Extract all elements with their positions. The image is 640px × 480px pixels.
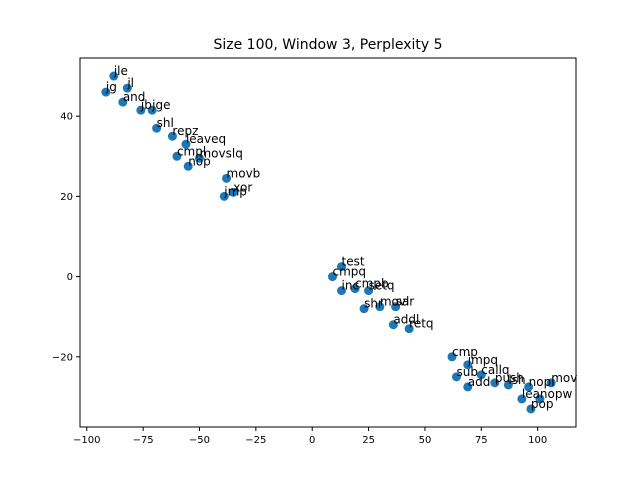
scatter-point	[517, 394, 527, 404]
scatter-point	[337, 286, 347, 296]
scatter-point	[167, 131, 177, 141]
point-label: jmp	[223, 184, 247, 198]
point-label: movslq	[199, 146, 242, 160]
point-label: jmpq	[467, 353, 498, 367]
point-label: test	[342, 255, 365, 269]
scatter-point	[388, 320, 398, 330]
scatter-point	[350, 284, 360, 294]
point-label: addl	[393, 313, 419, 327]
chart-title: Size 100, Window 3, Perplexity 5	[213, 37, 442, 53]
scatter-point	[476, 370, 486, 380]
point-label: lsh	[508, 373, 525, 387]
scatter-point	[147, 105, 157, 115]
scatter-point	[109, 71, 119, 81]
scatter-point	[219, 191, 229, 201]
point-label: mov	[551, 371, 577, 385]
scatter-point	[524, 382, 534, 392]
scatter-point	[152, 123, 162, 133]
point-label: sar	[396, 295, 415, 309]
point-label: sub	[457, 365, 478, 379]
scatter-point	[490, 378, 500, 388]
scatter-point	[122, 83, 132, 93]
x-tick-label: 100	[528, 435, 547, 446]
x-tick-label: 0	[309, 435, 315, 446]
point-label: callq	[481, 363, 509, 377]
point-label: pop	[531, 397, 554, 411]
scatter-point	[526, 404, 536, 414]
point-label: jg	[105, 80, 117, 94]
point-label: inc	[342, 279, 360, 293]
x-tick-label: 50	[419, 435, 432, 446]
scatter-point	[463, 382, 473, 392]
point-label: nopw	[540, 387, 573, 401]
scatter-point	[181, 139, 191, 149]
x-tick-label: −75	[133, 435, 154, 446]
y-tick-label: 40	[60, 112, 73, 123]
x-tick-label: 25	[362, 435, 375, 446]
point-label: and	[123, 90, 146, 104]
point-label: add	[468, 375, 491, 389]
x-tick-label: −50	[189, 435, 210, 446]
scatter-point	[183, 161, 193, 171]
data-points	[101, 71, 556, 414]
scatter-point	[172, 151, 182, 161]
scatter-point	[101, 87, 111, 97]
point-label: jge	[151, 98, 170, 112]
scatter-point	[118, 97, 128, 107]
scatter-point	[546, 378, 556, 388]
point-label: cmpq	[333, 265, 367, 279]
plot-frame	[79, 57, 577, 428]
scatter-point	[337, 262, 347, 272]
point-label: push	[495, 371, 524, 385]
scatter-point	[452, 372, 462, 382]
y-tick-label: −20	[52, 352, 73, 363]
scatter-point	[359, 304, 369, 314]
point-label: shr	[364, 297, 383, 311]
scatter-point	[447, 352, 457, 362]
point-label: repz	[172, 124, 198, 138]
x-tick-label: −100	[73, 435, 100, 446]
x-tick-label: −25	[245, 435, 266, 446]
scatter-point	[222, 173, 232, 183]
point-label: retq	[409, 317, 433, 331]
point-label: jle	[113, 64, 128, 78]
scatter-point	[463, 360, 473, 370]
point-label: jl	[126, 76, 134, 90]
scatter-point	[375, 302, 385, 312]
point-label: setq	[369, 279, 395, 293]
point-label: cmpl	[177, 144, 206, 158]
scatter-point	[535, 394, 545, 404]
y-tick-label: 20	[60, 192, 73, 203]
point-label: cmpb	[355, 277, 389, 291]
point-label: cmp	[452, 345, 478, 359]
scatter-point	[228, 187, 238, 197]
point-label: movb	[227, 166, 261, 180]
point-label: jb	[140, 98, 152, 112]
scatter-point	[194, 153, 204, 163]
x-tick-label: 75	[475, 435, 488, 446]
scatter-point	[328, 272, 338, 282]
scatter-point	[503, 380, 513, 390]
y-tick-label: 0	[67, 272, 73, 283]
point-label: leaveq	[186, 132, 226, 146]
point-label: movl	[380, 295, 409, 309]
point-label: lea	[522, 387, 540, 401]
point-label: shl	[157, 116, 174, 130]
scatter-point	[391, 302, 401, 312]
point-label: nop	[188, 154, 211, 168]
scatter-point	[404, 324, 414, 334]
point-label: nopl	[529, 375, 555, 389]
axes: −100 −75 −50 −25 0 25 50 75 100 −20 0 20 40	[52, 112, 547, 446]
point-label: xor	[233, 180, 252, 194]
scatter-point	[364, 286, 374, 296]
scatter-point	[136, 105, 146, 115]
